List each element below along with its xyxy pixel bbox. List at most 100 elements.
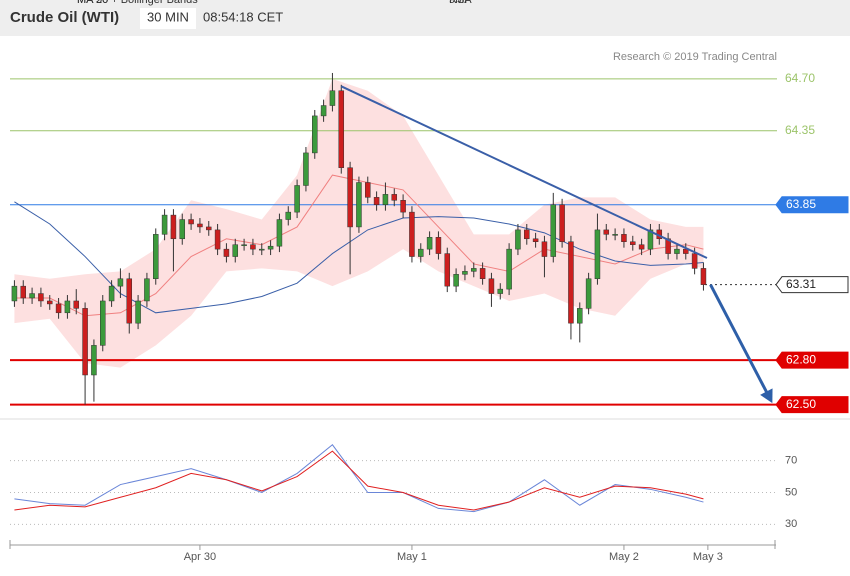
- candle-body: [691, 253, 698, 269]
- level-box: [775, 351, 849, 369]
- candle-body: [232, 244, 239, 257]
- candle-body: [532, 238, 539, 242]
- candle-body: [471, 268, 477, 272]
- candle-body: [347, 167, 353, 228]
- candle-body: [577, 308, 583, 324]
- y-tick-label: 50: [785, 486, 797, 498]
- level-box: [775, 196, 849, 214]
- x-tick-label: May 1: [397, 551, 427, 563]
- time: 08:54:18 CET: [203, 9, 283, 24]
- candle-body: [312, 115, 318, 154]
- candle-body: [144, 278, 150, 302]
- candle-body: [585, 278, 592, 309]
- level-box: [775, 396, 849, 414]
- level-label: 62.80: [786, 352, 816, 366]
- level-box: [775, 276, 849, 294]
- candle-body: [365, 182, 371, 198]
- legend-label: MA 50: [77, 0, 108, 6]
- candle-body: [444, 253, 451, 287]
- candle-body: [38, 293, 44, 302]
- candle-body: [603, 229, 610, 235]
- candle-body: [55, 303, 62, 314]
- candle-body: [638, 244, 645, 250]
- candle-body: [541, 241, 548, 257]
- x-tick-label: Apr 30: [184, 551, 216, 563]
- x-tick-label: May 2: [609, 551, 639, 563]
- candle-body: [188, 219, 194, 225]
- candle-body: [303, 152, 309, 186]
- candle-body: [20, 285, 27, 299]
- candle-body: [100, 300, 106, 346]
- level-label: 64.70: [785, 71, 815, 85]
- candle-body: [418, 248, 424, 257]
- chart-title: Crude Oil (WTI): [10, 9, 119, 26]
- indicator-line: [14, 450, 704, 511]
- candle-body: [559, 204, 565, 242]
- candle-body: [435, 237, 442, 254]
- level-label: 63.31: [786, 277, 816, 291]
- candle-body: [117, 278, 124, 287]
- candle-body: [276, 219, 283, 247]
- level-label: 64.35: [785, 123, 815, 137]
- candle-body: [73, 300, 80, 309]
- candle-body: [338, 90, 345, 168]
- candle-body: [329, 90, 336, 106]
- candle-body: [373, 197, 380, 205]
- y-tick-label: 30: [785, 518, 797, 530]
- candle-body: [320, 105, 327, 117]
- candle-body: [426, 237, 433, 250]
- candle-body: [161, 214, 168, 235]
- candle-body: [382, 194, 389, 205]
- candle-body: [524, 229, 530, 240]
- forecast-arrow: [709, 283, 771, 399]
- candle-body: [135, 300, 141, 324]
- candle-body: [285, 211, 292, 220]
- candle-body: [506, 248, 512, 290]
- trendline: [340, 85, 708, 259]
- level-label: 62.50: [786, 397, 816, 411]
- forecast-arrowhead: [760, 388, 773, 404]
- legend-label: 9MA: [449, 0, 472, 6]
- candle-body: [594, 229, 601, 280]
- candle-body: [453, 274, 459, 287]
- candle-body: [267, 245, 274, 250]
- candle-body: [550, 204, 557, 257]
- candle-body: [462, 271, 468, 275]
- candle-body: [241, 244, 247, 246]
- candle-body: [82, 308, 88, 376]
- candle-body: [400, 200, 406, 213]
- candle-body: [409, 211, 415, 257]
- credit: Research © 2019 Trading Central: [613, 51, 777, 63]
- moving-average: [14, 201, 704, 314]
- candle-body: [126, 278, 133, 324]
- candle-body: [11, 285, 18, 302]
- candle-body: [250, 244, 256, 250]
- candle-body: [214, 229, 221, 250]
- candle-body: [391, 194, 398, 201]
- candle-body: [64, 300, 71, 314]
- candle-body: [223, 248, 230, 257]
- candle-body: [647, 229, 654, 250]
- interval-box: [140, 8, 196, 29]
- candle-body: [700, 268, 707, 285]
- legend-label: RSI: [449, 0, 467, 6]
- x-tick-label: May 3: [693, 551, 723, 563]
- candle-body: [497, 288, 504, 294]
- candle-body: [630, 241, 636, 245]
- indicator-line: [14, 444, 704, 513]
- candle-body: [515, 229, 521, 250]
- candle-body: [259, 248, 265, 251]
- interval: 30 MIN: [147, 9, 189, 24]
- candle-body: [568, 241, 574, 324]
- candle-body: [153, 234, 159, 280]
- candle-body: [108, 285, 115, 302]
- candle-body: [674, 248, 680, 254]
- candle-body: [612, 234, 618, 236]
- candle-body: [197, 223, 203, 228]
- y-tick-label: 70: [785, 455, 797, 467]
- legend-label: MA 20 + Bollinger Bands: [77, 0, 198, 6]
- candle-body: [91, 345, 97, 376]
- candle-body: [621, 234, 627, 242]
- candle-body: [479, 268, 486, 280]
- candle-body: [170, 214, 177, 240]
